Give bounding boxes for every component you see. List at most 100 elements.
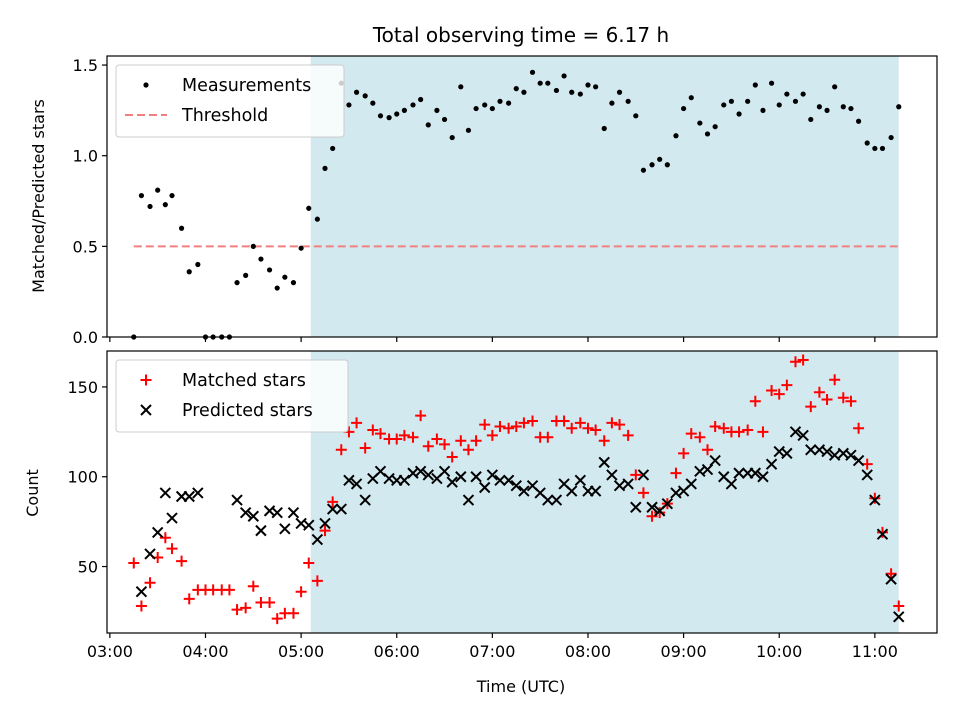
measurement-point: [657, 156, 663, 162]
matched-point: [885, 568, 897, 580]
predicted-point: [805, 444, 817, 456]
matched-point: [678, 447, 690, 459]
measurement-point: [162, 202, 168, 208]
top-ylabel: Matched/Predicted stars: [29, 99, 48, 293]
measurement-point: [250, 243, 256, 249]
measurement-point: [855, 118, 862, 124]
predicted-point: [502, 474, 515, 487]
measurement-point: [266, 267, 273, 273]
measurement-point: [640, 167, 647, 173]
predicted-point: [661, 497, 674, 510]
measurement-point: [561, 73, 567, 79]
measurement-point: [330, 145, 336, 152]
matched-point: [558, 415, 570, 427]
bottom-xlabel: Time (UTC): [476, 677, 565, 696]
measurement-point: [712, 124, 718, 130]
bottom-ytick-label: 50: [78, 558, 98, 577]
measurement-point: [473, 105, 479, 112]
chart-title: Total observing time = 6.17 h: [372, 23, 669, 47]
predicted-point: [455, 471, 467, 483]
measurement-point: [394, 111, 400, 117]
matched-point: [398, 429, 410, 441]
matched-point: [582, 422, 594, 434]
matched-point: [637, 487, 649, 499]
matched-point: [766, 385, 778, 397]
predicted-point: [893, 611, 905, 623]
measurement-point: [832, 84, 838, 90]
bottom-axes: 50 100 150 03:00 04:00 05:00 06:00 07:00 08:00 09…: [67, 350, 938, 661]
measurement-point: [745, 98, 751, 104]
measurement-point: [848, 105, 854, 112]
top-legend: Measurements Threshold: [115, 64, 345, 138]
predicted-point: [470, 471, 482, 483]
predicted-point: [725, 478, 738, 490]
predicted-point: [151, 526, 164, 539]
measurement-point: [178, 225, 185, 231]
bottom-legend-box: [115, 359, 349, 433]
predicted-point: [438, 465, 451, 478]
measurement-point: [864, 140, 870, 146]
measurement-point: [649, 162, 655, 168]
predicted-point: [183, 490, 195, 503]
xtick-label: 11:00: [852, 642, 898, 661]
predicted-point: [861, 469, 873, 481]
measurement-point: [155, 187, 161, 193]
matched-point: [614, 419, 626, 431]
measurement-point: [506, 100, 512, 106]
predicted-point: [135, 585, 148, 598]
measurement-point: [482, 102, 488, 108]
measurement-point: [673, 133, 679, 139]
predicted-point: [589, 485, 602, 497]
predicted-point: [749, 467, 762, 479]
measurement-point: [633, 113, 639, 119]
measurement-point: [353, 89, 360, 95]
measurement-point: [697, 120, 703, 126]
top-ytick-label: 1.5: [73, 56, 98, 75]
matched-point: [231, 604, 243, 616]
top-series-dot: [131, 69, 902, 340]
matched-point: [359, 442, 371, 454]
xtick-label: 07:00: [469, 642, 515, 661]
matched-point: [319, 525, 331, 537]
matched-point: [742, 424, 754, 436]
measurement-point: [879, 145, 886, 152]
measurement-point: [425, 122, 431, 128]
measurement-point: [346, 102, 352, 108]
predicted-point: [781, 447, 793, 460]
matched-point: [327, 496, 339, 508]
matched-point: [685, 428, 697, 440]
predicted-point: [510, 480, 522, 492]
measurement-point: [681, 105, 687, 112]
matched-point: [630, 469, 642, 481]
predicted-point: [398, 474, 411, 487]
matched-point: [694, 431, 706, 443]
measurement-point: [601, 125, 607, 132]
measurement-point: [298, 245, 304, 251]
xtick-label: 06:00: [374, 642, 420, 661]
measurement-point: [784, 91, 790, 97]
measurement-point: [234, 280, 240, 286]
bottom-ytick-label: 150: [67, 378, 98, 397]
predicted-point: [685, 478, 697, 490]
measurement-point: [195, 261, 201, 268]
matched-point: [709, 420, 721, 432]
measurement-point: [704, 131, 711, 137]
predicted-point: [255, 524, 267, 537]
predicted-point: [239, 506, 252, 519]
measurement-point: [721, 102, 727, 108]
matched-point: [135, 600, 147, 612]
matched-point: [446, 451, 458, 463]
matched-point: [837, 392, 849, 404]
measurement-point: [888, 134, 894, 141]
predicted-point: [414, 465, 427, 478]
matched-point: [733, 426, 745, 438]
measurement-point: [290, 280, 297, 286]
predicted-point: [231, 494, 243, 506]
matched-point: [670, 467, 682, 479]
matched-point: [351, 417, 363, 429]
predicted-point: [359, 494, 371, 506]
predicted-point: [828, 449, 841, 461]
matched-point: [574, 417, 586, 429]
bottom-series-cross: [135, 426, 905, 623]
